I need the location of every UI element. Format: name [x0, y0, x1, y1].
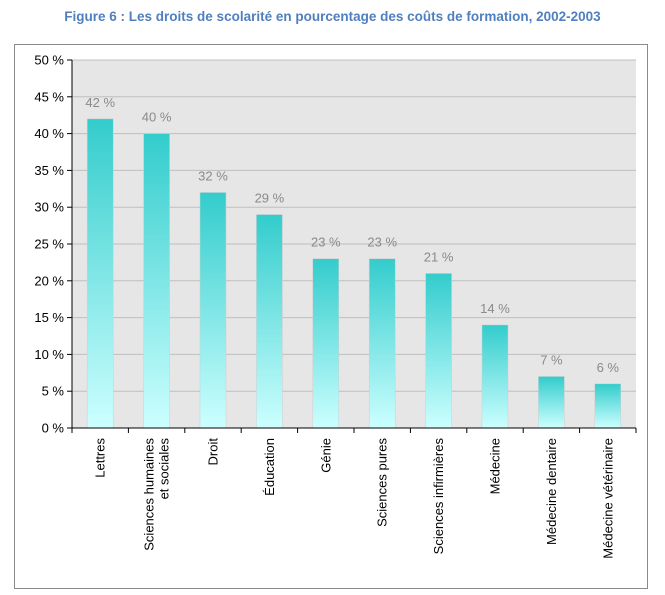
y-tick-label: 5 % — [42, 384, 65, 399]
data-label: 23 % — [367, 235, 397, 250]
x-tick-label: Médecine vétérinaire — [600, 438, 615, 559]
x-tick-label: Lettres — [93, 438, 108, 478]
axes — [67, 59, 637, 433]
bar — [594, 383, 622, 429]
bar — [143, 133, 170, 429]
bar — [538, 376, 565, 429]
x-tick-label: Sciences humaines et sociales — [142, 438, 172, 551]
y-tick-label: 35 % — [34, 163, 64, 178]
x-tick-label: Sciences pures — [375, 438, 390, 527]
figure-title: Figure 6 : Les droits de scolarité en po… — [64, 9, 601, 24]
bar — [312, 258, 340, 429]
x-tick-label-line: Lettres — [93, 438, 108, 478]
bar — [481, 324, 509, 429]
y-tick-label: 10 % — [34, 347, 64, 362]
x-tick-label: Éducation — [262, 438, 277, 496]
x-tick-label-line: Droit — [206, 438, 221, 466]
bar — [256, 214, 283, 429]
bars — [86, 118, 622, 429]
y-tick-label: 50 % — [34, 53, 64, 68]
x-tick-label: Médecine — [488, 438, 503, 494]
data-label: 29 % — [255, 191, 285, 206]
y-tick-label: 20 % — [34, 273, 64, 288]
bar — [86, 118, 114, 429]
bar — [199, 192, 227, 429]
data-label: 7 % — [540, 352, 563, 367]
x-tick-label-line: Sciences humaines — [142, 438, 157, 551]
x-tick-label-line: et sociales — [157, 438, 172, 500]
x-tick-label-line: Médecine — [488, 438, 503, 494]
y-tick-labels: 0 % 5 % 10 % 15 % 20 % 25 % 30 % 35 % 40 % 45 % 50… — [34, 53, 64, 436]
data-labels: 42 % 40 % 32 % 29 % 23 % 23 % 21 % 14 % 7 % 6 % — [85, 95, 619, 375]
y-tick-label: 45 % — [34, 89, 64, 104]
data-label: 32 % — [198, 168, 228, 183]
data-label: 6 % — [597, 360, 620, 375]
x-tick-label: Génie — [318, 438, 333, 473]
data-label: 21 % — [424, 249, 454, 264]
x-tick-label: Médecine dentaire — [544, 438, 559, 545]
data-label: 40 % — [142, 110, 172, 125]
data-label: 42 % — [85, 95, 115, 110]
y-tick-label: 25 % — [34, 237, 64, 252]
y-tick-label: 40 % — [34, 126, 64, 141]
x-tick-label-line: Sciences infirmières — [431, 438, 446, 555]
x-tick-label: Sciences infirmières — [431, 438, 446, 555]
x-tick-label-line: Sciences pures — [375, 438, 390, 527]
x-tick-label-line: Éducation — [262, 438, 277, 496]
x-tick-label: Droit — [206, 438, 221, 466]
data-label: 14 % — [480, 301, 510, 316]
data-label: 23 % — [311, 235, 341, 250]
y-tick-label: 0 % — [42, 421, 65, 436]
y-tick-label: 15 % — [34, 310, 64, 325]
y-tick-label: 30 % — [34, 200, 64, 215]
bar — [368, 258, 396, 429]
x-tick-label-line: Médecine dentaire — [544, 438, 559, 545]
x-tick-labels: Lettres Sciences humaines et sociales Droit… — [93, 438, 616, 559]
x-tick-label-line: Génie — [318, 438, 333, 473]
x-tick-label-line: Médecine vétérinaire — [600, 438, 615, 559]
bar — [425, 273, 452, 429]
